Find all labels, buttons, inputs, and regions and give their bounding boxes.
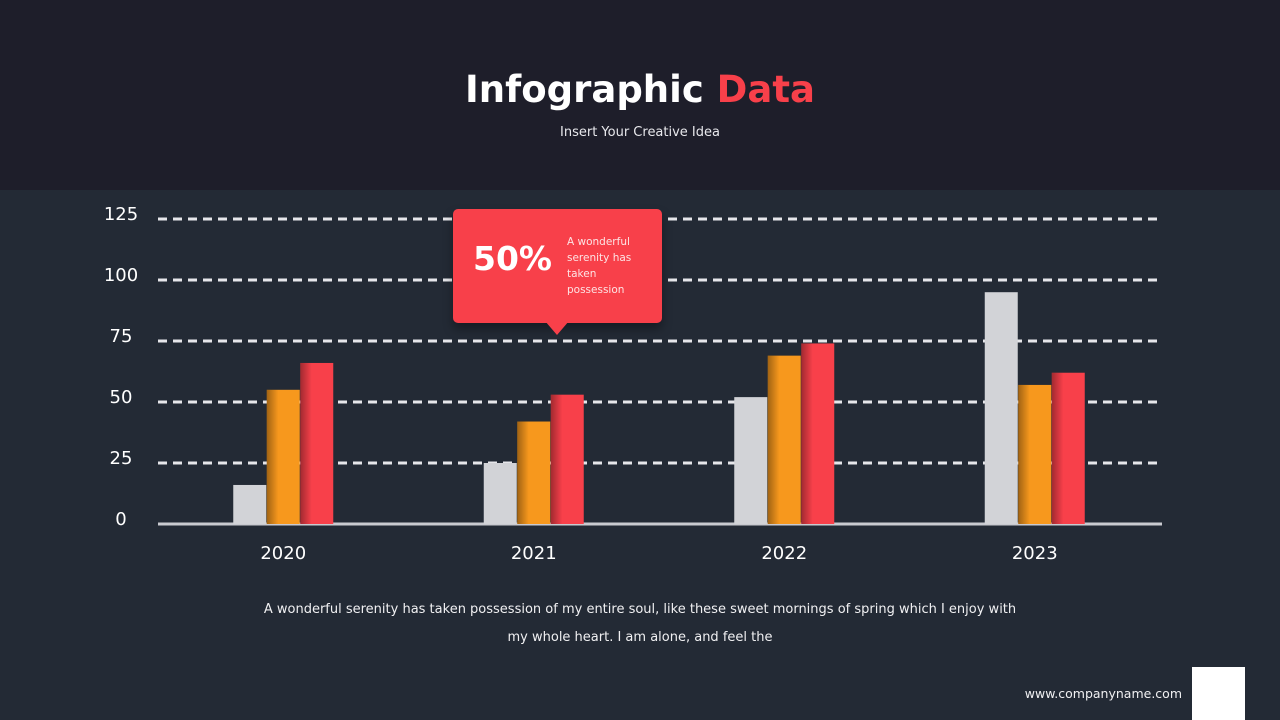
y-tick-label: 125 xyxy=(104,204,138,225)
callout-text: A wonderful serenity has taken possessio… xyxy=(567,236,632,296)
bar-shadow xyxy=(767,355,801,524)
x-tick-label: 2023 xyxy=(1012,543,1058,564)
x-tick-label: 2020 xyxy=(260,543,306,564)
bar-shadow xyxy=(801,343,835,524)
y-tick-label: 100 xyxy=(104,265,138,286)
callout: 50% A wonderful serenity has taken posse… xyxy=(453,209,662,323)
title-accent: Data xyxy=(716,68,815,111)
bar-shadow xyxy=(300,362,334,524)
y-tick-label: 50 xyxy=(110,387,133,408)
bar xyxy=(984,292,1018,524)
title: Infographic Data xyxy=(0,68,1280,111)
x-tick-label: 2022 xyxy=(761,543,807,564)
bar-shadow xyxy=(517,421,551,524)
body-text: A wonderful serenity has taken possessio… xyxy=(263,602,1017,645)
callout-label: 50% xyxy=(473,239,552,278)
y-tick-label: 75 xyxy=(110,326,133,347)
header-band xyxy=(0,0,1280,190)
x-tick-label: 2021 xyxy=(511,543,557,564)
bar-shadow xyxy=(1018,384,1052,524)
y-tick-label: 25 xyxy=(110,448,133,469)
callout-pointer xyxy=(545,321,569,335)
y-tick-label: 0 xyxy=(115,509,126,530)
footer-url: www.companyname.com xyxy=(1024,686,1182,701)
bar-shadow xyxy=(550,394,584,524)
title-main: Infographic xyxy=(465,68,704,111)
bar-shadow xyxy=(266,389,300,524)
bar-shadow xyxy=(1051,372,1085,524)
corner-square xyxy=(1192,667,1245,720)
bar xyxy=(233,484,267,524)
subtitle: Insert Your Creative Idea xyxy=(560,125,720,140)
bar xyxy=(734,397,768,524)
bar xyxy=(483,463,517,524)
